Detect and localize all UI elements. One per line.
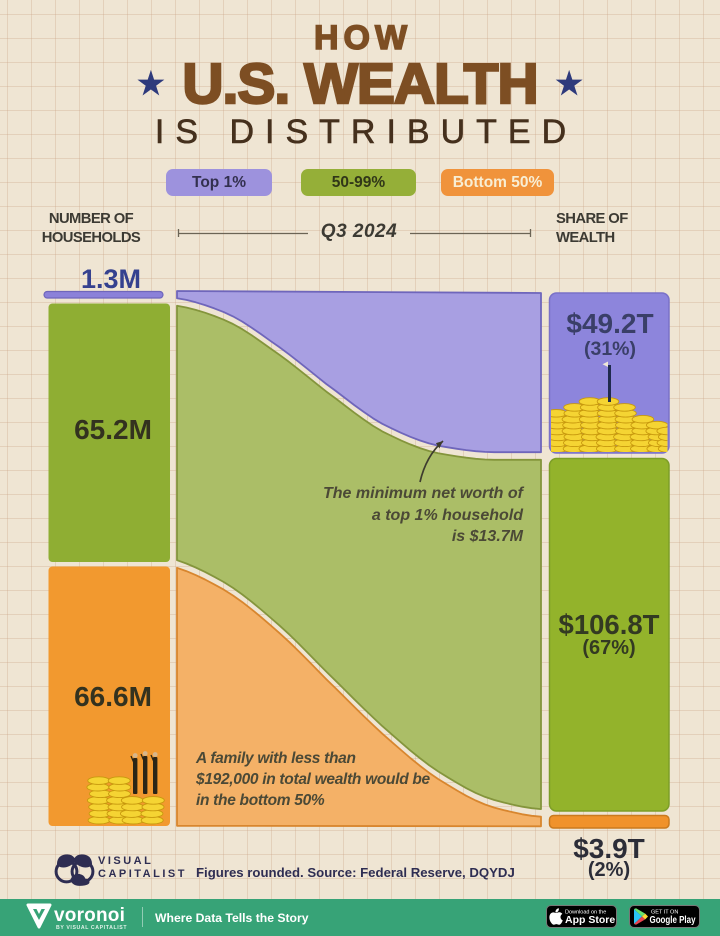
svg-text:GET IT ON: GET IT ON: [651, 910, 678, 916]
svg-text:App Store: App Store: [565, 914, 615, 926]
svg-text:Download on the: Download on the: [565, 910, 606, 916]
svg-text:Google Play: Google Play: [650, 915, 696, 926]
